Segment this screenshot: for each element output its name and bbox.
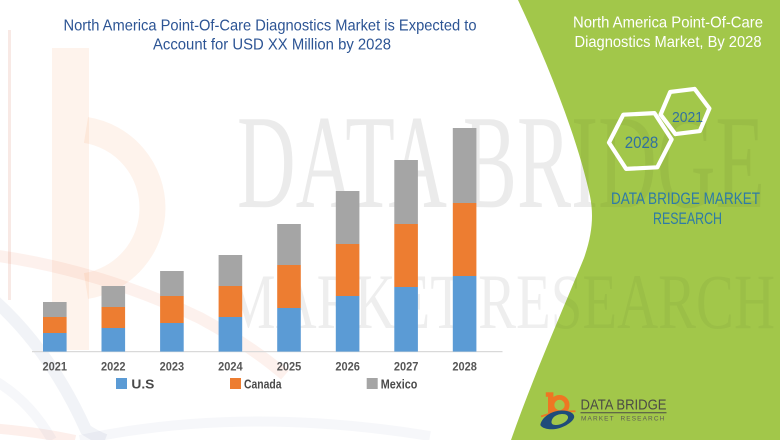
svg-text:2028: 2028 — [625, 133, 659, 152]
svg-text:2025: 2025 — [277, 360, 302, 374]
svg-text:2021: 2021 — [43, 360, 68, 374]
svg-text:2024: 2024 — [218, 360, 243, 374]
svg-text:North America Point-Of-Care Di: North America Point-Of-Care Diagnostics … — [64, 18, 477, 35]
svg-text:RESEARCH: RESEARCH — [653, 210, 722, 228]
svg-text:2023: 2023 — [160, 360, 185, 374]
svg-text:Mexico: Mexico — [381, 377, 418, 392]
svg-text:Account for USD XX Million by: Account for USD XX Million by 2028 — [153, 36, 391, 53]
svg-text:Canada: Canada — [244, 377, 282, 392]
svg-text:Diagnostics Market, By 2028: Diagnostics Market, By 2028 — [575, 34, 762, 51]
svg-text:2026: 2026 — [335, 360, 360, 374]
svg-text:DATA BRIDGE: DATA BRIDGE — [581, 397, 667, 414]
svg-text:2028: 2028 — [452, 360, 477, 374]
svg-text:2027: 2027 — [394, 360, 419, 374]
svg-text:DATA BRIDGE MARKET: DATA BRIDGE MARKET — [611, 190, 760, 208]
svg-text:U.S: U.S — [131, 377, 154, 392]
svg-text:North America Point-Of-Care: North America Point-Of-Care — [573, 15, 763, 32]
svg-text:MARKET RESEARCH: MARKET RESEARCH — [581, 415, 665, 422]
svg-text:2022: 2022 — [101, 360, 126, 374]
svg-text:2021: 2021 — [672, 109, 703, 126]
